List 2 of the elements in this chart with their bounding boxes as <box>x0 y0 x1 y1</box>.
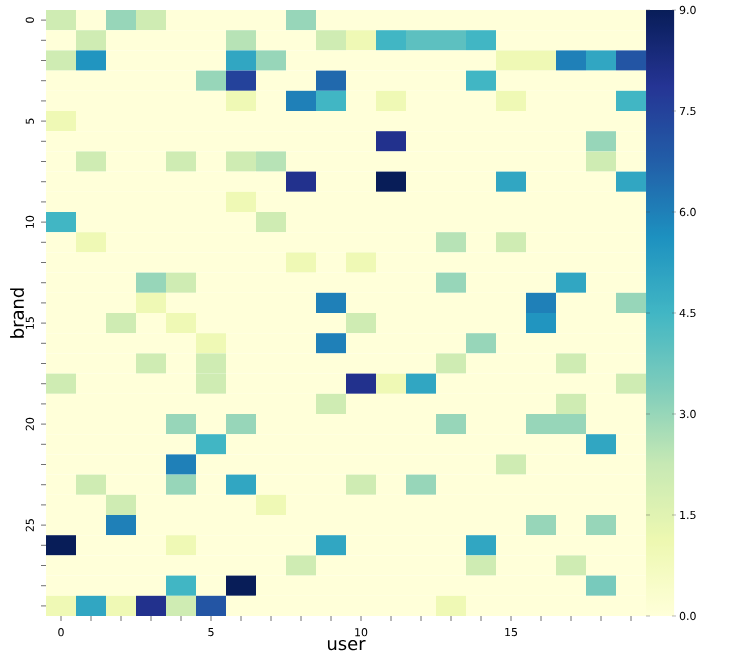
x-axis-title: user <box>327 640 366 651</box>
y-axis-title: brand <box>10 288 24 338</box>
